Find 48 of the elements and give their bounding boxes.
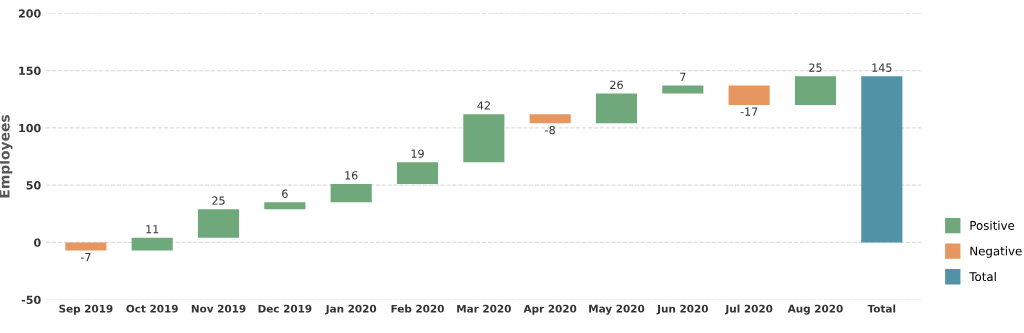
data-label: 16 [345,171,358,180]
x-tick-label: May 2020 [589,304,645,315]
data-label: 6 [282,189,288,198]
x-tick-label: Mar 2020 [457,304,511,313]
bar [264,202,306,210]
y-tick-label: 200 [18,9,41,18]
y-tick-label: 100 [19,123,41,133]
legend-label: Total [969,271,996,282]
x-tick-label: Oct 2019 [126,304,178,313]
x-tick-label: Aug 2020 [787,304,843,315]
bar [529,114,571,124]
legend-label: Positive [970,220,1015,230]
x-tick-label: Apr 2020 [523,304,577,315]
data-label: 19 [411,149,424,158]
data-label: 7 [680,72,686,81]
x-tick-label: Jan 2020 [325,304,377,315]
y-tick-label: 50 [26,181,41,190]
bar [65,242,107,251]
bar [728,85,770,105]
data-label: -7 [80,253,91,262]
data-label: 25 [809,63,822,72]
legend-label: Negative [970,246,1022,258]
x-tick-label: Jun 2020 [656,304,708,315]
bar [197,209,240,238]
data-label: 11 [146,225,159,234]
y-tick-label: 150 [19,66,41,75]
bar [330,184,372,203]
data-label: 26 [610,80,623,90]
data-label: 145 [872,63,892,72]
bar [463,114,505,163]
bar [662,85,704,94]
data-label: -8 [545,125,555,135]
bar [595,93,638,124]
x-tick-label: Total [867,304,896,313]
y-tick-label: -50 [21,295,41,305]
data-label: 25 [212,196,225,205]
data-label: -17 [740,107,758,116]
bar [396,162,439,184]
x-tick-label: Sep 2019 [59,304,113,315]
y-tick-label: 0 [34,238,41,247]
bar [861,76,903,243]
x-tick-label: Dec 2019 [258,304,312,313]
x-tick-label: Jul 2020 [724,304,773,315]
x-tick-label: Feb 2020 [391,304,444,313]
data-label: 42 [477,101,490,110]
bar [794,76,837,105]
x-tick-label: Nov 2019 [191,304,246,313]
bar [131,237,173,251]
